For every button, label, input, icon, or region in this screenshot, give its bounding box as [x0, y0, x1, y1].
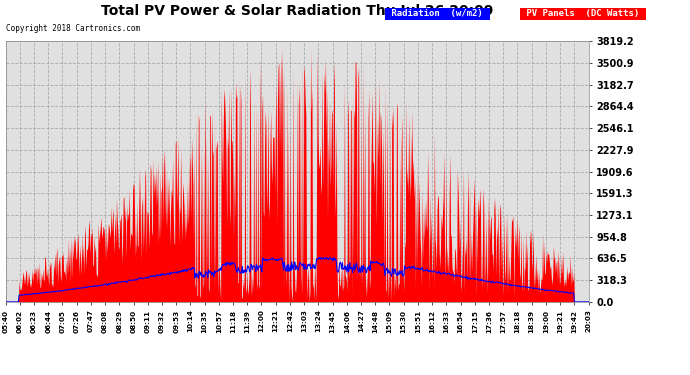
Text: PV Panels  (DC Watts): PV Panels (DC Watts) — [521, 9, 644, 18]
Text: Total PV Power & Solar Radiation Thu Jul 26 20:09: Total PV Power & Solar Radiation Thu Jul… — [101, 4, 493, 18]
Text: Copyright 2018 Cartronics.com: Copyright 2018 Cartronics.com — [6, 24, 139, 33]
Text: Radiation  (w/m2): Radiation (w/m2) — [386, 9, 489, 18]
